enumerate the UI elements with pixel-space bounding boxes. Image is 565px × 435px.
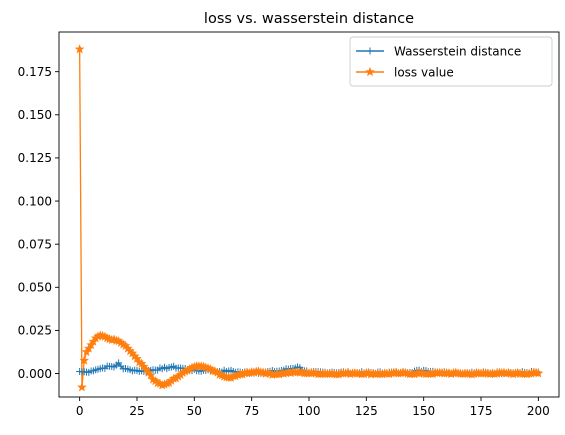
x-tick-label: 75 [244, 404, 259, 418]
legend-label: Wasserstein distance [394, 44, 521, 58]
data-point [99, 331, 110, 341]
x-tick-label: 175 [470, 404, 493, 418]
chart-title: loss vs. wasserstein distance [204, 11, 414, 27]
legend-label: loss value [394, 65, 454, 79]
series-line-1 [78, 49, 539, 388]
data-point [77, 382, 87, 392]
x-tick-label: 25 [129, 404, 144, 418]
data-point [297, 366, 308, 377]
plot-lines [78, 49, 539, 388]
x-tick-label: 150 [412, 404, 435, 418]
series-markers-1 [74, 44, 544, 392]
data-point [74, 44, 85, 54]
y-tick-label: 0.150 [18, 108, 52, 122]
y-tick-label: 0.025 [18, 324, 52, 338]
legend: Wasserstein distance loss value [349, 36, 553, 87]
x-axis-ticks: 0 25 50 75 100 125 150 175 200 [76, 397, 550, 418]
x-tick-label: 50 [187, 404, 202, 418]
y-tick-label: 0.100 [18, 194, 52, 208]
x-tick-label: 100 [298, 404, 321, 418]
data-point [79, 355, 90, 365]
y-tick-label: 0.000 [18, 367, 52, 381]
x-tick-label: 0 [76, 404, 84, 418]
legend-marker [366, 47, 374, 55]
y-tick-label: 0.075 [18, 237, 52, 251]
data-point [118, 339, 129, 349]
data-point [343, 367, 353, 377]
y-tick-label: 0.175 [18, 65, 52, 79]
y-axis-ticks: 0.000 0.025 0.050 0.075 0.100 0.125 0.150 0.175 [18, 65, 59, 381]
x-tick-label: 125 [355, 404, 378, 418]
x-tick-label: 200 [527, 404, 550, 418]
y-tick-label: 0.050 [18, 281, 52, 295]
legend-marker [365, 66, 375, 77]
legend-box [349, 36, 553, 87]
plot-markers [74, 44, 544, 392]
data-point [533, 368, 544, 378]
y-tick-label: 0.125 [18, 151, 52, 165]
plot-frame [58, 31, 560, 398]
data-point [145, 370, 156, 380]
